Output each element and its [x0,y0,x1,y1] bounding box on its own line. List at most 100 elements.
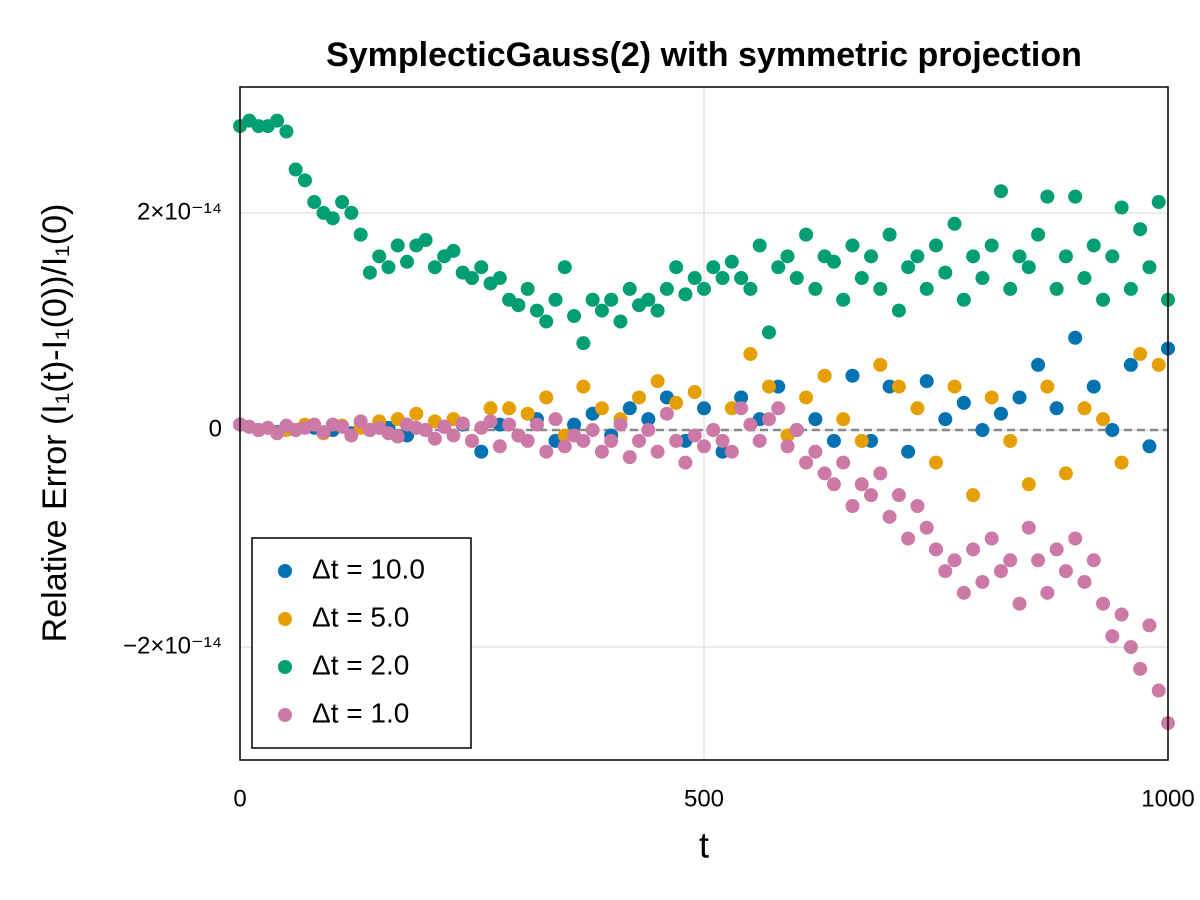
point [362,265,377,280]
point [882,509,897,524]
point [956,395,971,410]
y-tick-label: −2×10⁻¹⁴ [123,632,222,659]
point [687,385,702,400]
point [799,227,814,242]
point [715,433,730,448]
point [697,281,711,296]
point [316,425,331,440]
point [1049,542,1064,557]
x-axis-label: t [699,825,709,866]
point [752,238,767,253]
point [854,271,869,286]
point [1105,423,1120,438]
point [1021,477,1036,492]
point [743,281,758,296]
point [483,401,498,416]
point [687,271,702,286]
point [353,227,368,242]
chart-title: SymplecticGauss(2) with symmetric projec… [326,36,1082,74]
point [557,439,572,454]
point [1114,200,1129,215]
point [836,455,851,470]
point [873,281,888,296]
point [539,390,554,405]
legend-label: Δt = 1.0 [312,697,409,728]
point [734,271,749,286]
point [1086,379,1101,394]
point [975,423,990,438]
plot-frame [239,86,1169,761]
point [761,325,776,340]
point [1077,401,1092,416]
point [975,574,990,589]
point [548,412,563,427]
point [966,249,981,264]
point [1105,629,1120,644]
point [307,195,322,210]
point [789,271,804,286]
point [288,162,303,177]
point [761,412,776,427]
point [1096,596,1111,611]
point [706,423,721,438]
point [650,374,665,389]
point [1049,401,1064,416]
point [483,414,498,429]
series [233,401,1175,731]
point [1114,455,1129,470]
point [891,379,906,394]
point [845,238,860,253]
point [697,401,711,416]
legend-label: Δt = 2.0 [312,649,409,680]
y-axis-label: Relative Error (I₁(t)-I₁(0))/I₁(0) [36,204,74,643]
point [1133,222,1148,237]
point [520,281,535,296]
y-tick-label: 2×10⁻¹⁴ [137,198,222,225]
point [724,444,739,459]
point [771,260,786,275]
legend-marker [278,612,292,626]
point [1012,249,1027,264]
point [539,444,554,459]
point [641,412,656,427]
point [1031,227,1046,242]
point [344,428,359,443]
point [1040,379,1055,394]
point [1058,564,1073,579]
point [529,303,544,318]
point [455,416,470,431]
point [418,233,433,248]
point [622,450,637,465]
x-tick-label: 0 [233,785,246,812]
point [567,309,582,324]
point [817,466,832,481]
point [465,433,479,448]
point [1003,553,1018,568]
point [1133,661,1148,676]
point [901,260,916,275]
point [984,531,999,546]
point [845,498,860,513]
point [1003,433,1018,448]
point [1096,412,1111,427]
point [1068,189,1083,204]
point [1021,260,1036,275]
point [715,271,730,286]
point [548,292,563,307]
point [929,455,943,470]
point [1031,357,1046,372]
point [669,260,684,275]
point [576,336,591,351]
point [808,444,823,459]
point [1040,189,1055,204]
point [845,368,860,383]
point [891,303,906,318]
point [780,249,795,264]
point [993,564,1008,579]
point [938,564,953,579]
point [836,292,851,307]
point [1142,260,1157,275]
point [1021,520,1036,535]
point [826,433,841,448]
